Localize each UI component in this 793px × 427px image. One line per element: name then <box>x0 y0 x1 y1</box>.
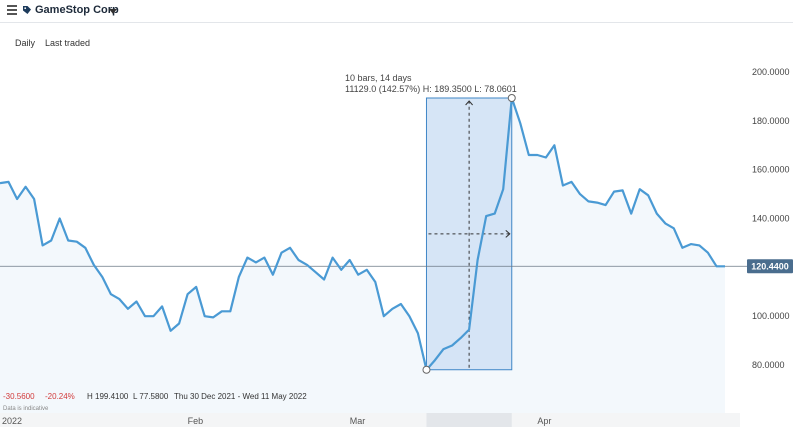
hamburger-menu-icon[interactable] <box>7 5 17 15</box>
tag-icon <box>23 6 31 14</box>
x-tick-label: Apr <box>537 416 551 426</box>
date-range: Thu 30 Dec 2021 - Wed 11 May 2022 <box>174 392 307 401</box>
y-tick-label: 200.0000 <box>752 67 790 77</box>
current-price-label: 120.4400 <box>751 261 789 271</box>
price-type-selector[interactable]: Last traded <box>45 38 91 48</box>
arrow-right-icon <box>505 229 511 238</box>
period-low: L 77.5800 <box>133 392 169 401</box>
x-tick-label: Feb <box>188 416 204 426</box>
price-area-fill <box>0 98 725 413</box>
current-price-tag: 120.4400 <box>747 259 793 274</box>
chevron-down-icon[interactable] <box>109 9 117 14</box>
change-value: -30.5600 <box>3 392 35 401</box>
indicative-note: Data is indicative <box>3 406 49 412</box>
x-tick-label: 2022 <box>2 416 22 426</box>
price-line <box>0 96 725 371</box>
selection-axis-highlight <box>426 413 512 427</box>
y-tick-label: 160.0000 <box>752 165 790 175</box>
y-tick-label: 100.0000 <box>752 311 790 321</box>
interval-selector[interactable]: Daily <box>15 38 36 48</box>
y-tick-label: 180.0000 <box>752 116 790 126</box>
x-axis-band <box>0 413 740 427</box>
measure-values-label: 11129.0 (142.57%) H: 189.3500 L: 78.0601 <box>345 84 517 94</box>
measure-bars-label: 10 bars, 14 days <box>345 73 412 83</box>
selection-start-marker[interactable] <box>422 365 431 374</box>
period-high: H 199.4100 <box>87 392 129 401</box>
selection-end-marker[interactable] <box>507 94 516 103</box>
instrument-title[interactable]: GameStop Corp <box>35 4 119 16</box>
x-tick-label: Mar <box>350 416 366 426</box>
y-tick-label: 140.0000 <box>752 214 790 224</box>
top-bar: GameStop Corp <box>0 0 793 23</box>
x-axis: 2022 Feb Mar Apr <box>2 416 551 426</box>
arrow-up-icon <box>465 100 473 106</box>
y-tick-label: 80.0000 <box>752 360 785 370</box>
y-axis: 80.0000 100.0000 140.0000 160.0000 180.0000 2… <box>752 67 790 370</box>
change-percent: -20.24% <box>45 392 75 401</box>
